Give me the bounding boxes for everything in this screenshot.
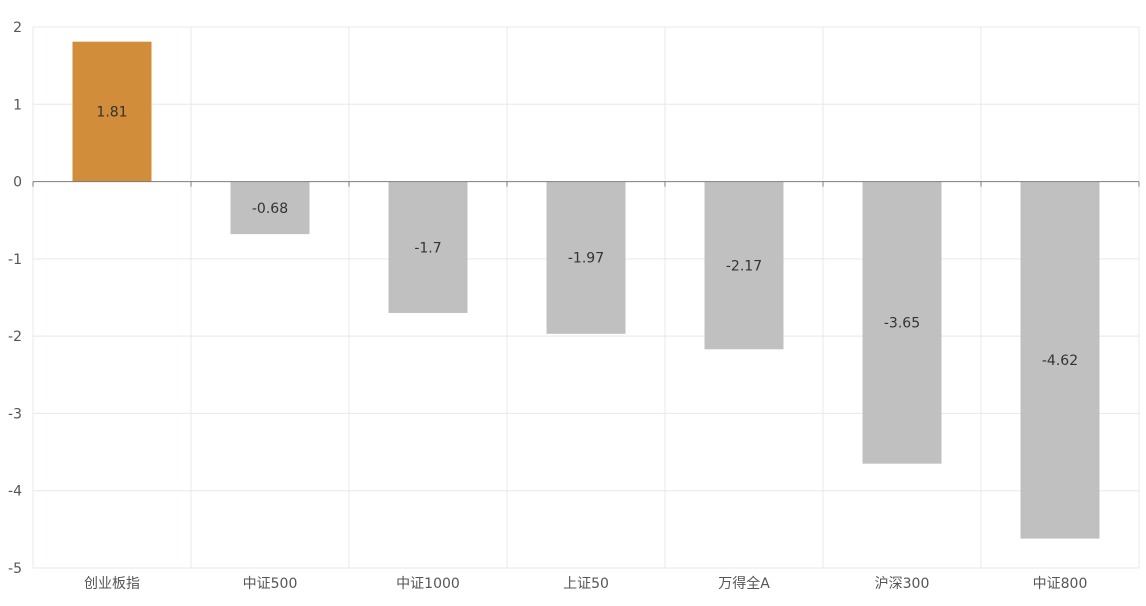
- y-tick-label: -3: [8, 406, 22, 422]
- x-tick-label: 创业板指: [84, 576, 140, 592]
- data-label: -1.7: [414, 240, 441, 256]
- data-label: -1.97: [568, 251, 604, 267]
- bar[interactable]: [862, 181, 942, 464]
- bar[interactable]: [704, 181, 784, 350]
- data-label: -0.68: [252, 201, 288, 217]
- x-tick-label: 万得全A: [718, 575, 770, 592]
- grid-layer: [32, 26, 1140, 569]
- x-tick-label: 沪深300: [875, 576, 930, 592]
- x-tick-label: 中证1000: [396, 576, 460, 592]
- bar[interactable]: [546, 181, 626, 334]
- data-label: -4.62: [1042, 353, 1078, 369]
- y-tick-label: -1: [8, 252, 22, 268]
- axis-layer: 2 1 0 -1 -2 -3 -4 -5 创业板指 中证500 中证1000 上证50 万得全A 沪深30…: [8, 20, 1140, 592]
- bar[interactable]: [1020, 181, 1100, 539]
- x-tick-label: 中证800: [1033, 576, 1088, 592]
- data-label: 1.81: [96, 105, 127, 121]
- bar[interactable]: [388, 181, 468, 313]
- bar-layer: [72, 41, 1100, 539]
- bar[interactable]: [230, 181, 310, 235]
- bar[interactable]: [72, 41, 152, 182]
- y-tick-label: -5: [8, 561, 22, 577]
- y-tick-label: 1: [13, 97, 22, 113]
- x-tick-label: 上证50: [563, 576, 609, 592]
- data-label: -3.65: [884, 316, 920, 332]
- y-tick-label: -2: [8, 329, 22, 345]
- label-layer: 1.81 -0.68 -1.7 -1.97 -2.17 -3.65 -4.62: [96, 105, 1078, 369]
- y-tick-label: 2: [13, 20, 22, 36]
- y-tick-label: -4: [8, 484, 22, 500]
- data-label: -2.17: [726, 258, 762, 274]
- x-tick-label: 中证500: [243, 576, 298, 592]
- y-tick-label: 0: [13, 175, 22, 191]
